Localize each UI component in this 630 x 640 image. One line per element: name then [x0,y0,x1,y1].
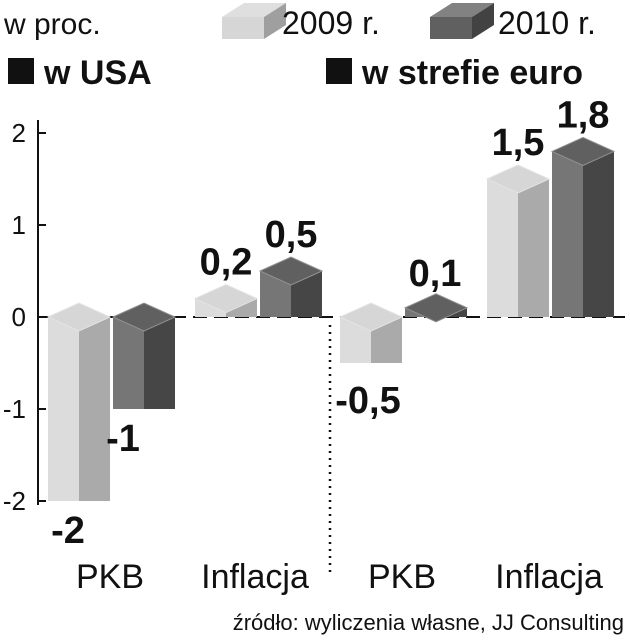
legend-swatch-front [430,17,472,39]
bar-front-left-2009 [487,179,518,317]
bar-front-left-2010 [113,317,144,409]
legend-swatch-top [222,3,286,17]
bar-top-cap-2009 [193,284,259,314]
bar-front-right-2009 [518,179,549,317]
group-title: w USA [43,54,152,92]
legend-label: 2009 r. [282,5,380,41]
legend-label: 2010 r. [498,5,596,41]
bar-top-cap-2010 [111,302,177,332]
y-tick-label: -1 [3,394,26,424]
group-title: w strefie euro [361,54,583,92]
legend-swatch-side [264,3,286,39]
data-label: -1 [106,418,140,460]
data-label: 0,1 [409,253,462,295]
x-category-label: Inflacja [201,558,309,596]
y-tick-label: -2 [3,486,26,516]
y-tick-label: 2 [12,118,26,148]
group-marker [326,58,352,84]
bar-front-right-2009 [79,317,110,501]
bar-top-cap-2010 [258,256,324,286]
legend-swatch-side [472,3,494,39]
data-label: -0,5 [335,380,400,422]
bar-front-right-2010 [583,151,614,317]
legend-swatch-front [222,17,264,39]
data-label: -2 [51,510,85,552]
data-label: 0,5 [265,214,318,256]
data-label: 1,5 [492,122,545,164]
bar-top-cap-2009 [485,164,551,194]
bar-top-cap-2009 [46,302,112,332]
legend-swatch-top [430,3,494,17]
bar-front-right-2010 [144,317,175,409]
unit-label: w proc. [3,8,101,41]
bar-front-left-2010 [552,151,583,317]
x-category-label: PKB [368,558,436,596]
data-label: 1,8 [557,94,610,136]
data-label: 0,2 [200,242,253,284]
y-tick-label: 0 [12,302,26,332]
x-category-label: PKB [76,558,144,596]
bar-top-cap-2009 [338,302,404,332]
source-note: źródło: wyliczenia własne, JJ Consulting [233,610,624,635]
bar-top-cap-2010 [550,136,616,166]
bar-top-cap-2010 [403,293,469,323]
y-tick-label: 1 [12,210,26,240]
x-category-label: Inflacja [495,558,603,596]
group-marker [8,58,34,84]
bar-front-left-2009 [48,317,79,501]
